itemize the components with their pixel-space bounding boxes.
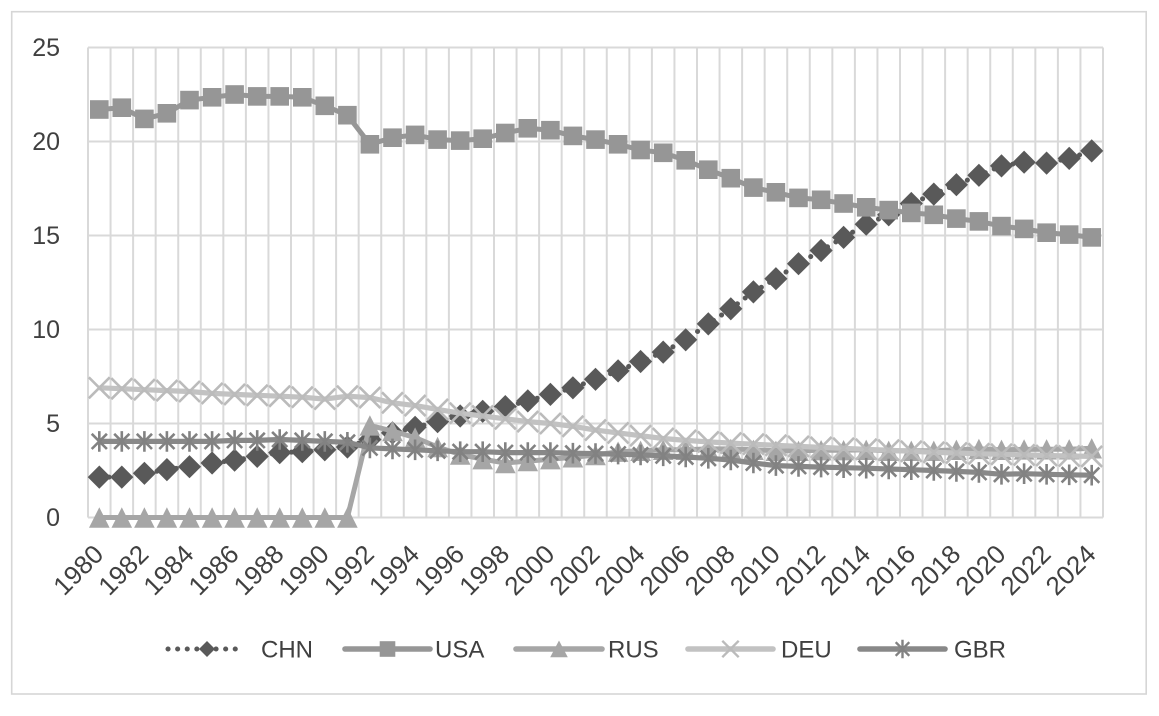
svg-text:15: 15 — [32, 222, 60, 250]
svg-text:CHN: CHN — [261, 636, 313, 663]
svg-text:USA: USA — [435, 636, 484, 663]
svg-text:0: 0 — [46, 504, 60, 532]
svg-text:25: 25 — [32, 34, 60, 62]
svg-text:5: 5 — [46, 410, 60, 438]
svg-text:RUS: RUS — [608, 636, 659, 663]
svg-text:10: 10 — [32, 316, 60, 344]
svg-text:DEU: DEU — [781, 636, 832, 663]
svg-text:GBR: GBR — [954, 636, 1006, 663]
svg-text:20: 20 — [32, 128, 60, 156]
